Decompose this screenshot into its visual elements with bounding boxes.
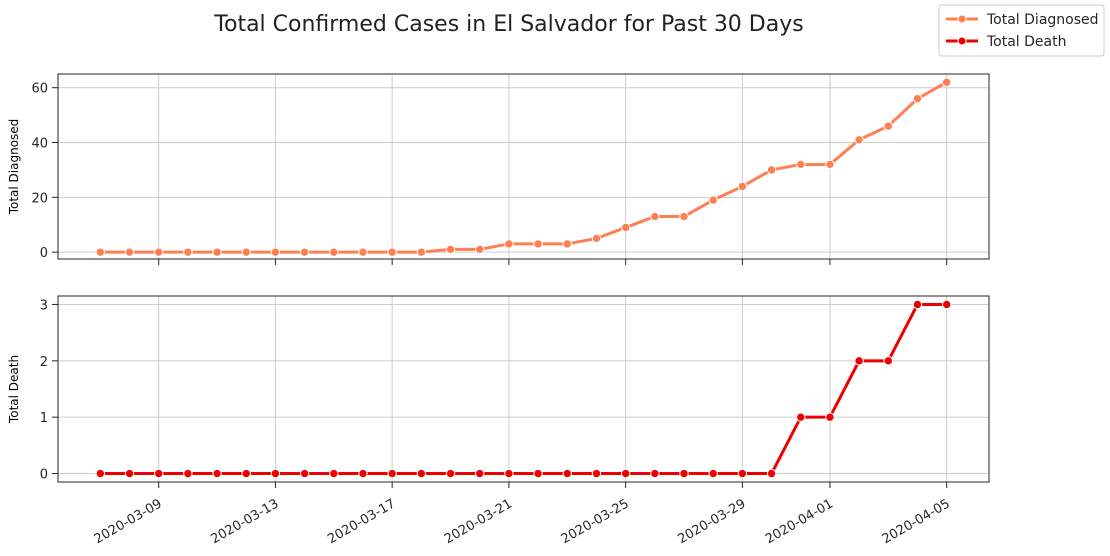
death-plot-frame [57, 295, 990, 483]
death-data-point [329, 468, 339, 479]
death-data-point [299, 468, 310, 479]
legend-frame [938, 4, 1105, 57]
diagnosed-plot-frame [57, 73, 990, 260]
chart-title: Total Confirmed Cases in El Salvador for… [213, 12, 803, 37]
death-data-point [679, 468, 689, 479]
death-y-axis-label: Total Death [7, 355, 21, 424]
diagnosed-data-point [591, 233, 602, 244]
diagnosed-data-point [912, 93, 923, 104]
diagnosed-series-line [98, 80, 949, 254]
diagnosed-data-point [533, 239, 543, 249]
death-data-point [124, 468, 135, 479]
death-data-point [358, 468, 368, 479]
death-data-point [591, 468, 602, 479]
diagnosed-data-point [825, 159, 835, 170]
x-axis: 2020-03-09 2020-03-13 2020-03-17 2020-03-21… [92, 496, 953, 547]
x-tick-label: 2020-03-25 [559, 496, 632, 547]
diagnosed-y-axis-label: Total Diagnosed [7, 119, 21, 216]
diagnosed-data-point [270, 247, 281, 257]
legend-label-diagnosed: Total Diagnosed [986, 12, 1099, 28]
diagnosed-data-point [562, 239, 572, 249]
death-y-tick-label: 0 [40, 468, 48, 483]
death-data-point [270, 468, 281, 479]
death-data-point [153, 468, 164, 479]
diagnosed-data-point [650, 211, 660, 222]
diagnosed-y-tick-label: 60 [31, 82, 48, 97]
death-data-point [825, 412, 835, 422]
diagnosed-data-point [445, 244, 456, 255]
death-data-point [475, 468, 485, 479]
diagnosed-data-point [620, 222, 631, 233]
diagnosed-data-point [854, 135, 864, 145]
legend-marker-death [957, 36, 967, 46]
death-data-point [445, 468, 456, 479]
diagnosed-data-point [299, 247, 310, 257]
diagnosed-data-point [737, 181, 748, 192]
x-tick-label: 2020-03-09 [92, 496, 165, 547]
diagnosed-data-point [504, 239, 514, 249]
death-data-point [796, 412, 806, 422]
diagnosed-data-point [212, 247, 222, 257]
death-y-tick-label: 3 [40, 298, 48, 313]
diagnosed-data-point [708, 195, 718, 205]
diagnosed-data-point [416, 247, 427, 257]
diagnosed-data-point [679, 211, 689, 222]
legend-marker-diagnosed [957, 14, 967, 24]
legend-label-death: Total Death [986, 34, 1066, 50]
x-tick-label: 2020-03-29 [675, 496, 748, 547]
death-data-point [387, 468, 397, 479]
diagnosed-data-point [475, 244, 485, 255]
death-data-point [241, 468, 251, 479]
diagnosed-data-point [183, 247, 193, 257]
diagnosed-data-point [95, 247, 106, 257]
death-data-point [416, 468, 427, 479]
legend: Total Diagnosed Total Death [938, 4, 1105, 57]
diagnosed-data-point [124, 247, 135, 257]
death-series-line [98, 302, 949, 476]
death-data-point [504, 468, 514, 479]
death-data-point [941, 299, 952, 310]
diagnosed-subplot: 0 20 40 60 Total Diagnosed [7, 73, 990, 265]
x-tick-label: 2020-03-21 [442, 496, 515, 547]
diagnosed-data-point [766, 165, 777, 175]
death-data-point [183, 468, 193, 479]
death-data-point [766, 468, 777, 479]
death-y-tick-label: 1 [40, 411, 48, 426]
death-data-point [95, 468, 106, 479]
death-data-point [708, 468, 718, 479]
death-data-point [533, 468, 543, 479]
diagnosed-data-point [358, 247, 368, 257]
death-y-tick-label: 2 [40, 355, 48, 370]
death-data-point [912, 299, 923, 310]
x-tick-label: 2020-04-05 [880, 496, 953, 547]
x-tick-label: 2020-03-13 [208, 496, 281, 547]
diagnosed-data-point [329, 247, 339, 257]
death-data-point [650, 468, 660, 479]
diagnosed-data-point [241, 247, 251, 257]
death-data-point [737, 468, 748, 479]
death-subplot: 0 1 2 3 Total Death [7, 295, 990, 488]
diagnosed-data-point [387, 247, 397, 257]
death-data-point [620, 468, 631, 479]
death-data-point [212, 468, 222, 479]
death-data-point [883, 356, 894, 366]
diagnosed-y-tick-label: 20 [31, 191, 48, 206]
diagnosed-data-point [796, 159, 806, 170]
x-tick-label: 2020-04-01 [763, 496, 836, 547]
diagnosed-data-point [883, 121, 894, 131]
diagnosed-data-point [941, 77, 952, 87]
death-data-point [854, 356, 864, 366]
diagnosed-y-tick-label: 40 [31, 137, 48, 152]
x-tick-label: 2020-03-17 [325, 496, 398, 547]
diagnosed-data-point [153, 247, 164, 257]
diagnosed-y-tick-label: 0 [40, 246, 48, 261]
death-data-point [562, 468, 572, 479]
